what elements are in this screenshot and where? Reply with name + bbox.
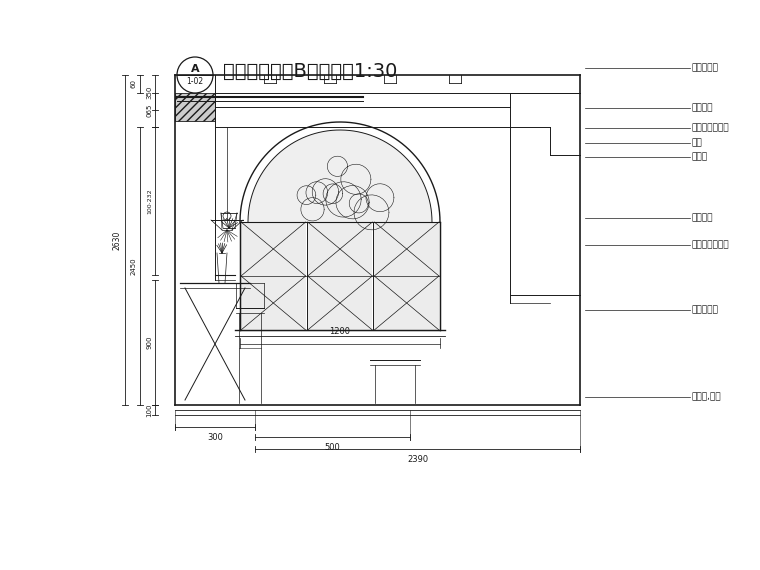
Text: 客厅及休闲区B面立面图1:30: 客厅及休闲区B面立面图1:30 [223, 62, 397, 80]
Text: 300: 300 [207, 433, 223, 442]
Wedge shape [248, 130, 432, 222]
Text: 木饰面门窗垭口: 木饰面门窗垭口 [692, 241, 730, 250]
Text: 装饰列: 装饰列 [692, 153, 708, 161]
Text: 350: 350 [146, 86, 152, 99]
Text: 1200: 1200 [330, 327, 350, 336]
Text: 60: 60 [131, 79, 137, 88]
Text: 红砖剔,勾缝: 红砖剔,勾缝 [692, 393, 722, 401]
Text: 石膏腻子: 石膏腻子 [692, 104, 714, 112]
Text: 2390: 2390 [407, 455, 428, 464]
Bar [175, 93, 215, 121]
Text: 彩色乳胶漆: 彩色乳胶漆 [692, 306, 719, 315]
Text: 900: 900 [146, 336, 152, 349]
Text: 原顶乳胶漆: 原顶乳胶漆 [692, 63, 719, 72]
Text: 065: 065 [146, 103, 152, 117]
Text: 100·232: 100·232 [147, 188, 152, 214]
Text: 铁艺: 铁艺 [692, 139, 703, 148]
Text: A: A [191, 64, 199, 74]
Text: 500: 500 [325, 443, 340, 452]
Bar [308, 223, 372, 329]
Text: 2630: 2630 [113, 230, 122, 250]
Text: 1-02: 1-02 [186, 78, 204, 87]
Text: 2450: 2450 [131, 257, 137, 275]
Bar [375, 223, 439, 329]
Text: 磨砂玻璃: 磨砂玻璃 [692, 214, 714, 222]
Bar [241, 223, 306, 329]
Text: 仁字板吊顶刷白: 仁字板吊顶刷白 [692, 124, 730, 132]
Text: 100: 100 [146, 403, 152, 417]
